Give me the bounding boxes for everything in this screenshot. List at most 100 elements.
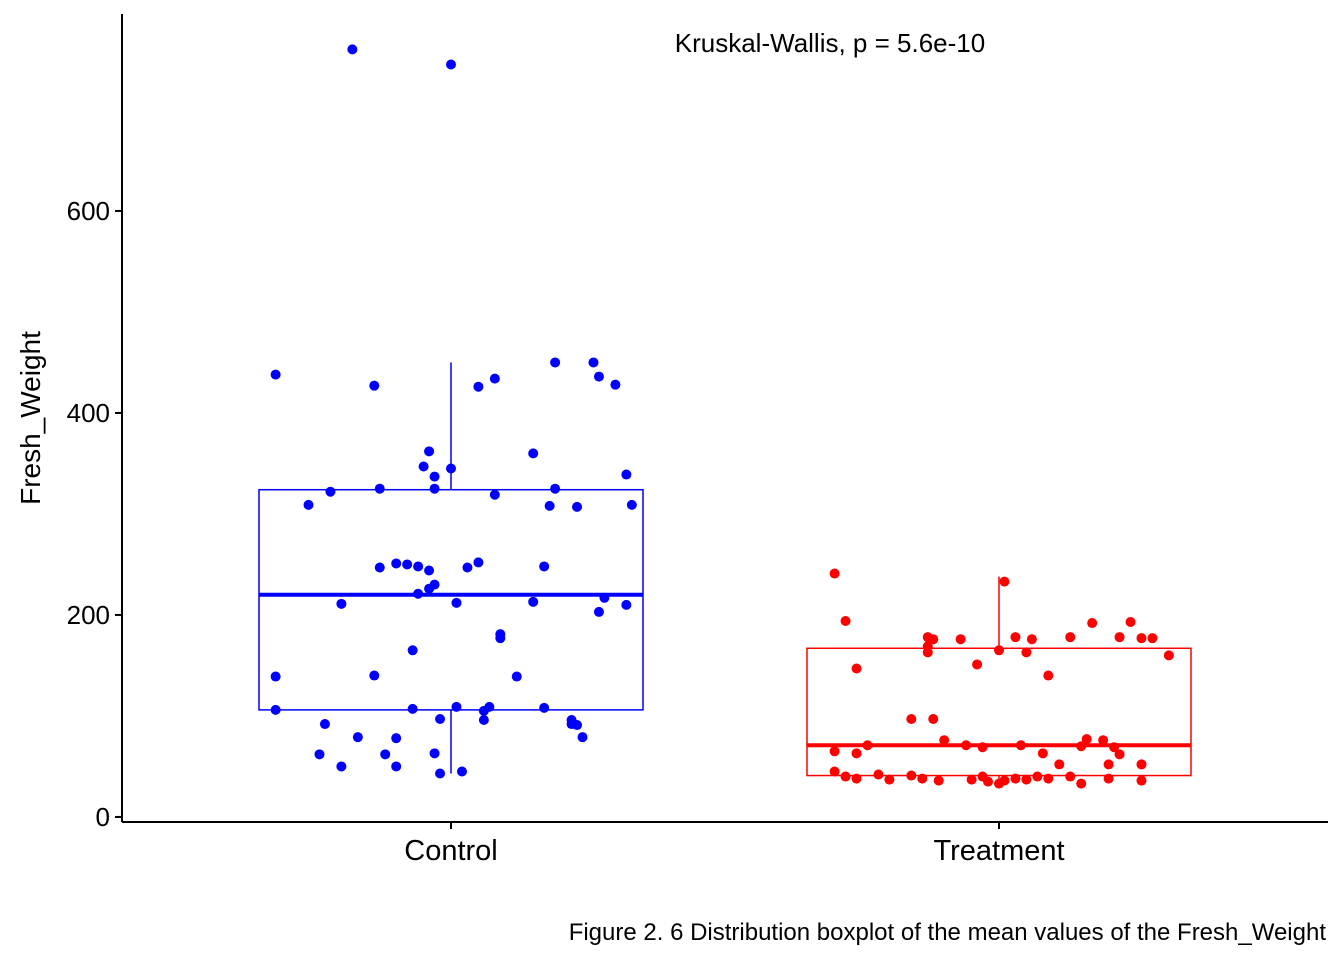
data-point xyxy=(588,357,599,368)
data-point xyxy=(456,766,467,777)
y-tick-label: 200 xyxy=(67,600,110,630)
plot-area xyxy=(258,44,1192,789)
data-point xyxy=(528,448,539,459)
data-point xyxy=(391,761,402,772)
data-point xyxy=(402,559,413,570)
data-point xyxy=(572,720,583,731)
data-point xyxy=(446,463,456,474)
data-point xyxy=(1125,617,1136,628)
data-point xyxy=(851,663,862,674)
x-tick-label: Control xyxy=(404,835,498,867)
data-point xyxy=(1065,632,1076,643)
data-point xyxy=(407,703,418,714)
x-axis-ticks: Control Treatment xyxy=(404,822,1065,867)
data-point xyxy=(994,645,1004,656)
data-point xyxy=(369,670,380,681)
data-point xyxy=(1087,618,1098,629)
data-point xyxy=(1098,735,1109,746)
data-point xyxy=(829,568,840,579)
figure-caption: Figure 2. 6 Distribution boxplot of the … xyxy=(569,919,1327,946)
data-point xyxy=(851,773,862,784)
data-point xyxy=(429,483,440,494)
data-point xyxy=(495,633,506,644)
data-point xyxy=(489,489,500,500)
data-point xyxy=(325,486,336,497)
data-point xyxy=(1136,633,1147,644)
y-axis-ticks: 0 200 400 600 xyxy=(67,196,122,832)
data-point xyxy=(829,766,840,777)
data-point xyxy=(851,748,862,759)
data-point xyxy=(314,749,325,760)
data-point xyxy=(1147,633,1158,644)
data-point xyxy=(884,774,895,785)
data-point xyxy=(473,381,484,392)
data-point xyxy=(1103,773,1114,784)
data-point xyxy=(1114,749,1125,760)
data-point xyxy=(906,770,917,781)
data-point xyxy=(977,742,988,753)
data-point xyxy=(270,704,281,715)
data-point xyxy=(999,775,1010,786)
data-point xyxy=(550,483,561,494)
data-point xyxy=(917,773,928,784)
data-point xyxy=(1081,734,1092,745)
data-point xyxy=(906,713,917,724)
data-point xyxy=(621,469,632,480)
data-point xyxy=(939,735,950,746)
x-tick-label: Treatment xyxy=(933,835,1064,867)
data-point xyxy=(593,371,604,382)
data-point xyxy=(528,596,539,607)
data-point xyxy=(840,616,851,627)
data-point xyxy=(391,558,402,569)
data-point xyxy=(489,373,500,384)
data-point xyxy=(1076,741,1087,752)
data-point xyxy=(429,748,440,759)
data-point xyxy=(539,702,550,713)
data-point xyxy=(999,576,1010,587)
data-point xyxy=(829,746,840,757)
data-point xyxy=(407,645,418,656)
data-point xyxy=(550,357,561,368)
data-point xyxy=(1043,670,1054,681)
data-point xyxy=(429,579,440,590)
data-point xyxy=(336,598,347,609)
data-point xyxy=(270,671,281,682)
data-point xyxy=(922,647,933,658)
data-point xyxy=(862,740,873,751)
data-point xyxy=(593,606,604,617)
data-point xyxy=(1043,773,1054,784)
data-point xyxy=(1021,647,1032,658)
data-point xyxy=(424,565,435,576)
data-point xyxy=(1032,771,1043,782)
data-point xyxy=(347,44,358,55)
data-point xyxy=(955,634,966,645)
data-point xyxy=(478,714,489,725)
data-point xyxy=(983,776,994,787)
data-point xyxy=(462,562,473,573)
y-tick-label: 600 xyxy=(67,196,110,226)
data-point xyxy=(1037,748,1048,759)
box xyxy=(258,488,644,711)
data-point xyxy=(1054,759,1065,770)
data-point xyxy=(1065,771,1076,782)
points-treatment xyxy=(829,568,1174,789)
data-point xyxy=(961,740,972,751)
data-point xyxy=(873,769,884,780)
data-point xyxy=(484,701,495,712)
data-point xyxy=(336,761,347,772)
data-point xyxy=(1136,759,1147,770)
data-point xyxy=(369,380,380,391)
data-point xyxy=(1026,634,1037,645)
data-point xyxy=(626,499,637,510)
data-point xyxy=(928,713,939,724)
data-point xyxy=(972,659,983,670)
data-point xyxy=(391,733,402,744)
data-point xyxy=(966,774,977,785)
data-point xyxy=(413,561,424,572)
data-point xyxy=(319,719,330,730)
data-point xyxy=(424,446,435,457)
data-point xyxy=(577,732,588,743)
data-point xyxy=(840,771,851,782)
data-point xyxy=(435,768,446,779)
data-point xyxy=(1163,650,1174,661)
